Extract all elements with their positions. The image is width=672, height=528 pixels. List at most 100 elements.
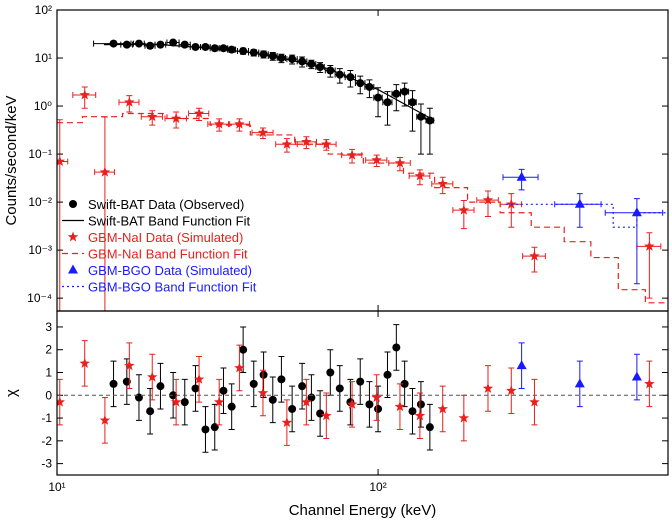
- data-point: [201, 425, 210, 434]
- data-point: [124, 96, 135, 107]
- y-tick-label: 10⁻⁴: [27, 291, 52, 305]
- data-point: [259, 50, 268, 59]
- data-point: [298, 382, 307, 391]
- data-point: [288, 55, 297, 64]
- data-point: [371, 392, 382, 403]
- data-point: [631, 207, 642, 217]
- x-tick-label: 10²: [369, 480, 386, 494]
- data-point: [57, 156, 65, 166]
- y-tick-label: 10¹: [35, 51, 52, 65]
- data-point: [321, 410, 332, 421]
- legend-label: GBM-BGO Data (Simulated): [88, 263, 252, 278]
- data-point: [257, 387, 269, 398]
- plot-area: [57, 324, 655, 453]
- data-point: [400, 87, 409, 96]
- data-point: [234, 118, 245, 129]
- legend-label: Swift-BAT Data (Observed): [88, 197, 244, 212]
- fit-line: [57, 112, 668, 304]
- data-point: [213, 118, 225, 129]
- data-point: [169, 38, 178, 47]
- data-point: [134, 39, 143, 48]
- data-point: [371, 154, 382, 165]
- y-error-bar: [508, 193, 515, 228]
- data-point: [180, 40, 189, 49]
- legend-label: GBM-NaI Data (Simulated): [88, 230, 243, 245]
- data-point: [109, 379, 118, 388]
- data-point: [281, 417, 293, 428]
- data-point: [458, 204, 470, 215]
- data-point: [408, 407, 417, 416]
- data-point: [383, 98, 392, 107]
- data-point: [169, 391, 178, 400]
- data-point: [383, 370, 392, 379]
- legend-marker: [69, 200, 77, 208]
- y-tick-label: 10⁻²: [28, 195, 52, 209]
- data-point: [227, 45, 236, 54]
- data-point: [458, 412, 470, 423]
- data-point: [268, 395, 277, 404]
- data-point: [356, 377, 365, 386]
- y-tick-label: 2: [45, 343, 52, 357]
- legend-marker: [68, 264, 78, 274]
- y-axis-label: Counts/second/keV: [3, 95, 20, 225]
- data-point: [316, 409, 325, 418]
- data-point: [234, 362, 245, 373]
- y-tick-label: 10⁰: [34, 99, 52, 113]
- plot-area: [57, 38, 668, 311]
- y-axis-label: χ: [3, 389, 20, 397]
- data-point: [298, 57, 307, 66]
- y-tick-label: 10²: [35, 3, 52, 17]
- data-point: [394, 401, 406, 412]
- data-point: [506, 385, 517, 396]
- data-point: [193, 107, 205, 118]
- data-point: [301, 136, 312, 147]
- data-point: [346, 398, 358, 409]
- data-point: [193, 373, 205, 384]
- data-point: [307, 60, 316, 69]
- data-point: [146, 407, 155, 416]
- y-error-bar: [426, 107, 433, 155]
- data-point: [326, 368, 335, 377]
- legend-label: GBM-NaI Band Function Fit: [88, 247, 248, 262]
- data-point: [57, 396, 65, 407]
- y-error-bar: [57, 119, 63, 311]
- data-point: [122, 377, 131, 386]
- data-point: [392, 89, 401, 98]
- y-error-bar: [375, 87, 382, 118]
- data-point: [213, 396, 225, 407]
- data-point: [109, 39, 118, 48]
- data-point: [516, 171, 527, 181]
- data-point: [99, 414, 111, 425]
- data-point: [644, 378, 655, 389]
- legend-marker: [67, 231, 79, 242]
- data-point: [516, 360, 527, 370]
- data-point: [392, 343, 401, 352]
- data-point: [482, 194, 494, 205]
- data-point: [219, 386, 228, 395]
- data-point: [301, 396, 312, 407]
- data-point: [201, 42, 210, 51]
- data-point: [425, 423, 434, 432]
- data-point: [156, 382, 165, 391]
- data-point: [99, 166, 111, 177]
- data-point: [529, 250, 540, 261]
- data-point: [259, 370, 268, 379]
- data-point: [574, 198, 585, 208]
- data-point: [416, 400, 425, 409]
- data-point: [631, 371, 642, 381]
- data-point: [147, 111, 158, 122]
- legend-label: GBM-BGO Band Function Fit: [88, 280, 257, 295]
- data-point: [210, 423, 219, 432]
- data-point: [335, 384, 344, 393]
- y-tick-label: -2: [41, 434, 52, 448]
- data-point: [239, 47, 248, 56]
- y-error-bar: [576, 193, 583, 228]
- data-point: [529, 396, 540, 407]
- y-tick-label: 0: [45, 388, 52, 402]
- y-tick-label: -3: [41, 457, 52, 471]
- data-point: [257, 127, 269, 138]
- data-point: [249, 379, 258, 388]
- data-point: [170, 396, 182, 407]
- data-point: [288, 404, 297, 413]
